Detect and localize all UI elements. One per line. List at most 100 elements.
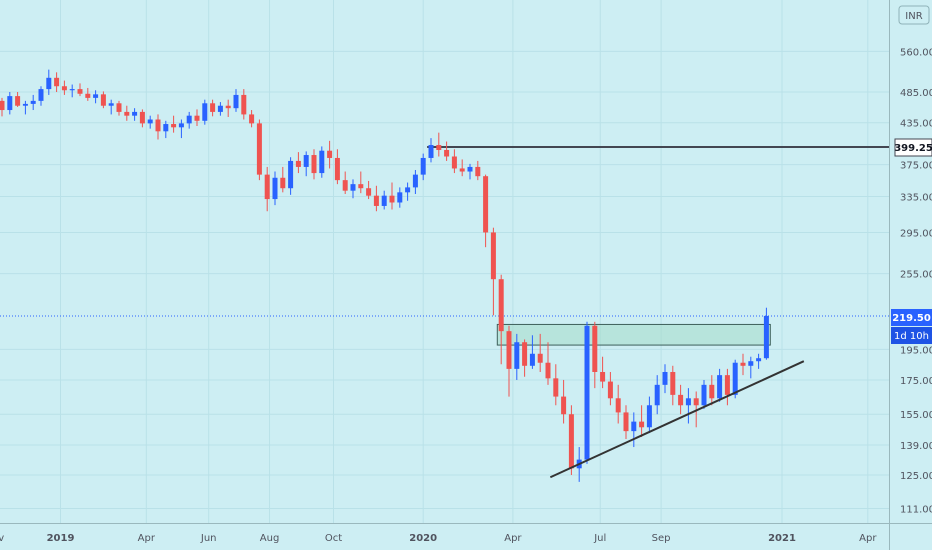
candle-body: [405, 187, 411, 193]
candle-body: [763, 315, 769, 359]
candle: [763, 307, 769, 360]
candle: [217, 102, 223, 116]
candle-body: [327, 150, 333, 158]
candle: [124, 105, 130, 121]
candle-body: [116, 103, 122, 112]
candle-body: [69, 89, 75, 91]
time-tick-label: Jun: [200, 533, 217, 544]
price-pane[interactable]: [0, 69, 889, 482]
candle: [514, 333, 520, 380]
price-tick-label: 155.00: [900, 410, 932, 421]
candle-body: [498, 279, 504, 332]
price-tick-label: 335.00: [900, 193, 932, 204]
candle-body: [334, 157, 340, 181]
candle-body: [397, 192, 403, 203]
candle: [561, 379, 567, 424]
price-tick-label: 375.00: [900, 161, 932, 172]
candle-body: [155, 119, 161, 132]
candle-body: [662, 371, 668, 385]
candle-body: [373, 195, 379, 206]
candle: [93, 90, 99, 104]
candle-body: [646, 405, 652, 428]
candle-body: [506, 331, 512, 369]
candle-body: [389, 195, 395, 203]
candle: [280, 166, 286, 193]
candle: [685, 388, 691, 424]
time-tick-label: ov: [0, 533, 4, 544]
candle-body: [38, 89, 44, 101]
candle: [701, 379, 707, 409]
candle: [662, 364, 668, 394]
candle-body: [225, 105, 231, 109]
candle-body: [358, 184, 364, 189]
price-tick-label: 195.00: [900, 345, 932, 356]
countdown-badge: 1d 10h: [891, 327, 932, 344]
countdown-text: 1d 10h: [894, 331, 929, 342]
candle-body: [724, 375, 730, 395]
ascending-trendline[interactable]: [549, 360, 805, 479]
candle: [85, 87, 91, 101]
candle-body: [537, 353, 543, 363]
candle-body: [280, 177, 286, 189]
candle-body: [514, 342, 520, 369]
currency-button[interactable]: INR: [898, 5, 930, 25]
candle: [639, 405, 645, 437]
last-price-text: 219.50: [892, 313, 931, 324]
time-tick-label: 2019: [47, 533, 75, 544]
candle-body: [428, 145, 434, 158]
candle: [467, 163, 473, 180]
resistance-price-text: 399.25: [894, 143, 932, 154]
candle-body: [693, 398, 699, 406]
candle-body: [366, 188, 372, 196]
candle: [709, 375, 715, 406]
candle-body: [54, 77, 60, 87]
candle: [69, 84, 75, 98]
candle: [623, 405, 629, 439]
candle-body: [639, 421, 645, 428]
candle: [584, 321, 590, 464]
time-tick-label: Jul: [593, 533, 606, 544]
candle: [678, 384, 684, 415]
candle-body: [623, 412, 629, 432]
candle-body: [420, 157, 426, 175]
candle-body: [311, 155, 317, 174]
candle-body: [483, 176, 489, 233]
time-axis[interactable]: ov 2019 Apr Jun Aug Oct 2020 Apr Jul Sep 2021 Apr: [0, 533, 877, 544]
candle: [178, 119, 184, 139]
candle: [451, 149, 457, 174]
candle: [171, 115, 177, 133]
candle: [54, 72, 60, 92]
last-price-badge-frame: [891, 309, 932, 326]
time-tick-label: 2020: [409, 533, 437, 544]
candle-body: [15, 96, 21, 106]
candle: [444, 141, 450, 161]
candle-body: [631, 421, 637, 432]
currency-button-frame: [898, 5, 930, 25]
candle: [646, 396, 652, 434]
candle-body: [163, 124, 169, 132]
candle: [15, 92, 21, 107]
candle: [163, 120, 169, 139]
candle: [670, 365, 676, 406]
candle: [405, 182, 411, 201]
price-axis[interactable]: 560.00 485.00 435.00 375.00 335.00 295.00 255.…: [900, 47, 932, 515]
supply-zone-rectangle[interactable]: [496, 323, 771, 346]
candle-body: [210, 103, 216, 112]
candle-body: [436, 145, 442, 150]
candle-body: [553, 378, 559, 397]
candle-body: [490, 232, 496, 280]
candle-body: [670, 371, 676, 395]
candle: [288, 157, 294, 195]
candle: [529, 335, 535, 369]
price-tick-label: 485.00: [900, 88, 932, 99]
candle-body: [186, 115, 192, 124]
time-tick-label: Apr: [504, 533, 522, 544]
candle: [490, 227, 496, 316]
candle: [553, 364, 559, 406]
candle: [132, 108, 138, 121]
candle: [498, 274, 504, 365]
candle-body: [615, 398, 621, 413]
candle: [61, 80, 67, 95]
